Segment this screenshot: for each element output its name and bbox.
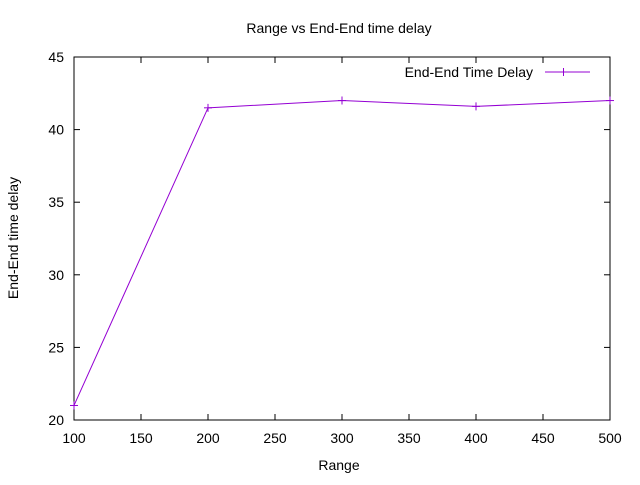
y-tick-label: 40 xyxy=(48,122,64,138)
y-axis-label: End-End time delay xyxy=(5,177,21,299)
legend-label: End-End Time Delay xyxy=(405,64,533,80)
y-tick-label: 45 xyxy=(48,49,64,65)
x-tick-label: 200 xyxy=(196,430,220,446)
series-line xyxy=(73,100,611,406)
data-point-marker xyxy=(204,103,212,112)
x-tick-label: 250 xyxy=(263,430,287,446)
x-tick-label: 450 xyxy=(531,430,555,446)
plot-area: 100 150 200 250 300 350 400 450 500 20 25 30 35 40 45 xyxy=(48,49,621,446)
y-tick-label: 25 xyxy=(48,339,64,355)
plot-border xyxy=(73,56,611,421)
x-tick-label: 300 xyxy=(330,430,354,446)
y-tick-label: 30 xyxy=(48,267,64,283)
x-tick-label: 400 xyxy=(464,430,488,446)
chart-title: Range vs End-End time delay xyxy=(246,20,431,36)
x-axis-label: Range xyxy=(318,457,359,473)
data-point-marker xyxy=(338,96,346,105)
x-tick-label: 500 xyxy=(598,430,622,446)
y-tick-label: 20 xyxy=(48,412,64,428)
data-point-marker xyxy=(70,401,78,410)
x-tick-label: 100 xyxy=(62,430,86,446)
y-tick-label: 35 xyxy=(48,194,64,210)
x-tick-label: 150 xyxy=(129,430,153,446)
data-point-marker xyxy=(606,96,614,105)
legend: End-End Time Delay xyxy=(405,64,590,80)
data-point-marker xyxy=(472,102,480,111)
x-tick-label: 350 xyxy=(397,430,421,446)
